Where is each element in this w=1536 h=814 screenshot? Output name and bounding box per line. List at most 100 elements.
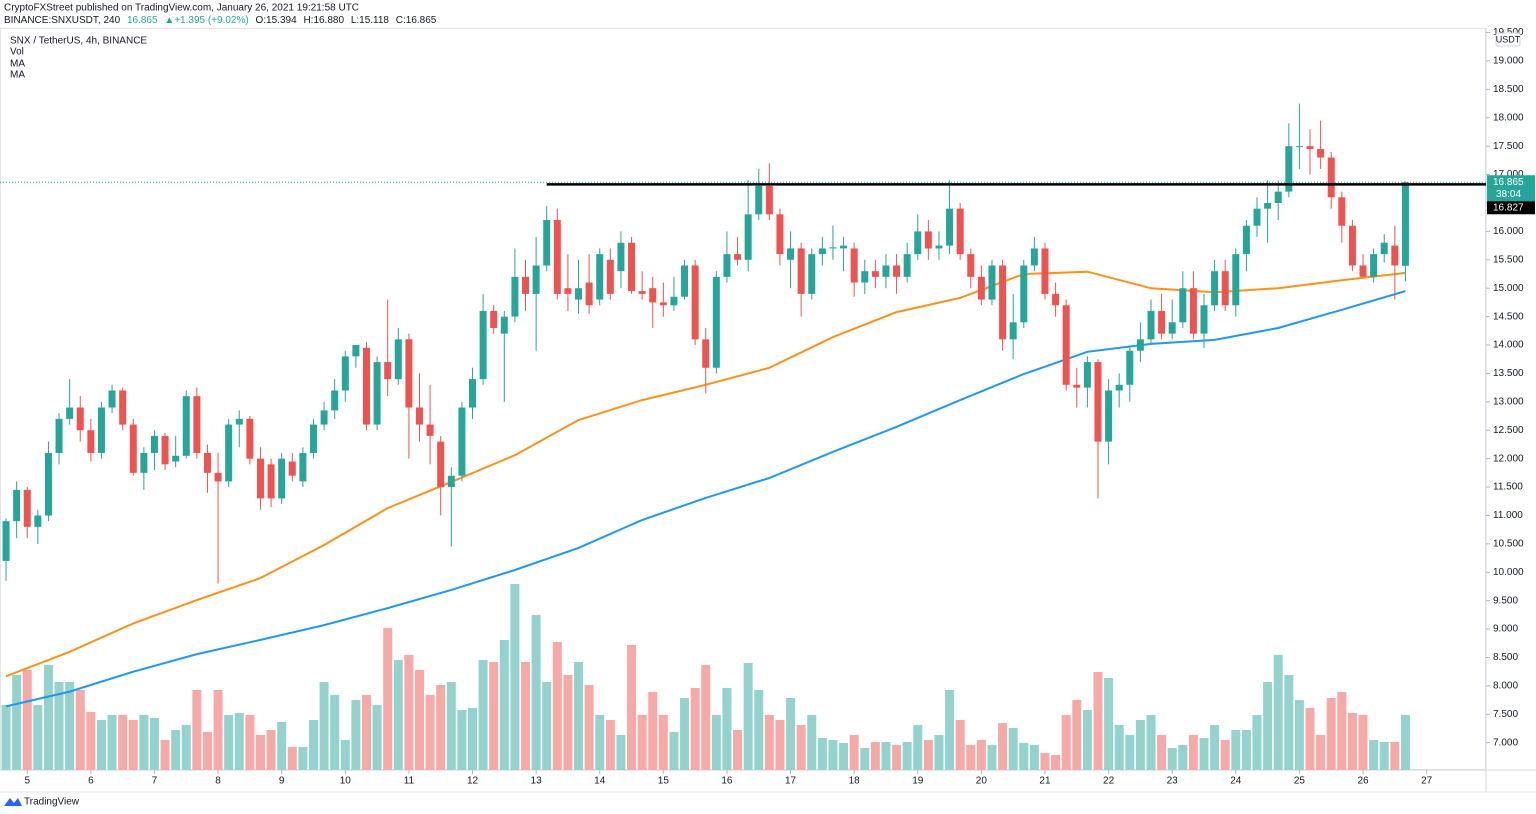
y-tick-label: 12.500 [1493, 425, 1524, 436]
candle-body [1242, 225, 1250, 255]
volume-bar [1135, 720, 1145, 770]
volume-bar [945, 690, 955, 770]
volume-bar [65, 682, 75, 770]
volume-bar [425, 695, 435, 770]
candle-body [2, 521, 10, 561]
y-tick-label: 17.500 [1493, 141, 1524, 152]
candle-body [1359, 265, 1367, 277]
candle-body [702, 339, 710, 368]
y-tick-label: 13.500 [1493, 368, 1524, 379]
candle-body [893, 265, 901, 277]
volume-bar [457, 710, 467, 770]
candle-body [1179, 288, 1187, 323]
candle-body [850, 248, 858, 283]
y-tick-label: 7.000 [1493, 737, 1518, 748]
volume-bar [701, 665, 711, 770]
high: H:16.880 [303, 15, 344, 26]
moving-average [5, 290, 1406, 708]
volume-bar [637, 715, 647, 770]
volume-bar [192, 690, 202, 770]
candle-body [34, 515, 42, 527]
plot [0, 103, 1486, 770]
candle-body [479, 310, 487, 380]
candle-body [66, 407, 74, 419]
candle-body [1041, 248, 1049, 294]
candle-body [1115, 384, 1123, 391]
price: 16.865 [127, 15, 158, 26]
volume-bar [574, 662, 584, 770]
x-tick-label: 19 [912, 776, 924, 787]
volume-bar [605, 720, 615, 770]
volume-bar [955, 720, 965, 770]
volume-bar [383, 628, 393, 770]
volume-bar [786, 698, 796, 770]
candle-body [405, 339, 413, 408]
volume-bar [255, 735, 265, 770]
candle-body [150, 435, 158, 453]
candle-body [172, 455, 180, 462]
y-tick-label: 9.000 [1493, 624, 1518, 635]
y-tick-label: 15.500 [1493, 254, 1524, 265]
candle-body [87, 430, 95, 453]
volume-bar [1104, 678, 1114, 770]
candle-body [362, 347, 370, 425]
y-tick-label: 10.500 [1493, 539, 1524, 550]
volume-bar [1379, 742, 1389, 770]
volume-bar [1252, 715, 1262, 770]
volume-bar [1019, 743, 1029, 770]
resistance-label: 16.827 [1493, 202, 1524, 213]
volume-bar [764, 715, 774, 770]
legend-ma: MA [10, 59, 25, 70]
candle-body [797, 248, 805, 294]
candle-body [1221, 271, 1229, 306]
candle-body [320, 410, 328, 425]
volume-bar [202, 732, 212, 770]
volume-bar [298, 747, 308, 770]
candle-body [341, 356, 349, 391]
candle-body [288, 461, 296, 476]
volume-bar [966, 745, 976, 770]
volume-bar [1082, 710, 1092, 770]
volume-bar [531, 615, 541, 770]
candle-body [426, 424, 434, 436]
candle-body [988, 265, 996, 300]
x-tick-label: 10 [340, 776, 352, 787]
volume-bar [923, 740, 933, 770]
volume-bar [1093, 672, 1103, 770]
y-tick-label: 14.000 [1493, 340, 1524, 351]
candle-body [1083, 362, 1091, 388]
candle-body [723, 254, 731, 277]
arrow: ▲ [164, 15, 174, 26]
volume-bar [266, 730, 276, 770]
volume-bar [892, 745, 902, 770]
candle-body [373, 362, 381, 425]
volume-bar [33, 705, 43, 770]
volume-bar [976, 740, 986, 770]
volume-bar [1326, 698, 1336, 770]
candle-body [447, 475, 455, 488]
candle-body [161, 435, 169, 465]
candle-body [1274, 191, 1282, 203]
volume-bar [1390, 742, 1400, 770]
volume-bar [1008, 728, 1018, 770]
y-tick-label: 16.000 [1493, 226, 1524, 237]
volume-bar [1316, 735, 1326, 770]
volume-bar [669, 732, 679, 770]
y-tick-label: 8.000 [1493, 681, 1518, 692]
candle-body [532, 265, 540, 294]
volume-bar [934, 735, 944, 770]
candle-body [787, 248, 795, 260]
candle-body [1168, 322, 1176, 334]
candle-body [1126, 350, 1134, 385]
volume-bar [1231, 730, 1241, 770]
candle-body [691, 265, 699, 340]
x-tick-label: 20 [976, 776, 988, 787]
volume-bar [96, 720, 106, 770]
candle-body [97, 407, 105, 453]
candle-body [681, 265, 689, 297]
volume-bar [1114, 725, 1124, 770]
x-tick-label: 15 [658, 776, 670, 787]
volume-bar [54, 682, 64, 770]
volume-bar [796, 725, 806, 770]
